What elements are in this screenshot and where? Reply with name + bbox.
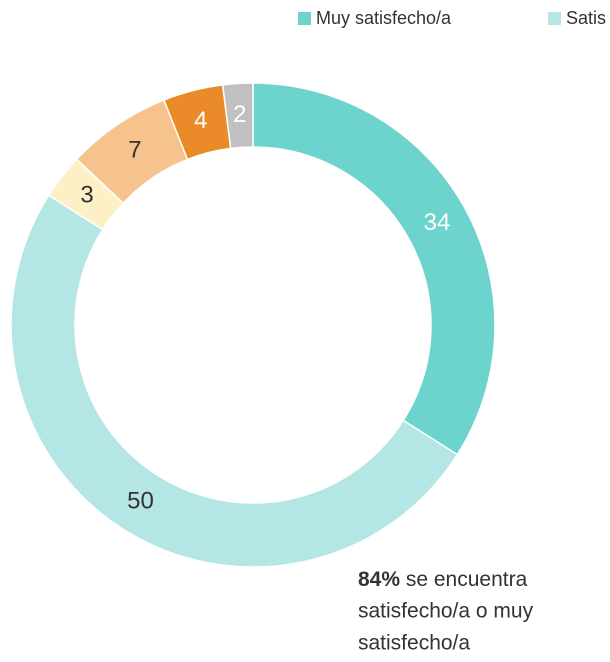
annotation-line: satisfecho/a o muy (358, 600, 534, 623)
legend: Muy satisfecho/a Satis (298, 8, 606, 28)
value-label: 2 (233, 101, 246, 128)
value-label: 34 (424, 209, 451, 236)
legend-swatch (298, 12, 311, 25)
legend-label: Muy satisfecho/a (316, 8, 452, 28)
value-label: 4 (194, 107, 207, 134)
donut: 34 50 3 7 4 2 (10, 82, 496, 568)
annotation-line: se encuentra (400, 568, 528, 591)
value-label: 7 (128, 137, 141, 164)
donut-segment (10, 194, 459, 568)
value-label: 50 (127, 488, 154, 515)
donut-segment (221, 82, 254, 150)
legend-label: Satis (566, 8, 606, 28)
value-label: 3 (80, 182, 93, 209)
annotation: 84% se encuentra (358, 568, 528, 591)
legend-swatch (548, 12, 561, 25)
annotation-line: satisfecho/a (358, 632, 470, 655)
donut-segment (252, 82, 496, 456)
annotation-highlight: 84% (358, 568, 400, 591)
